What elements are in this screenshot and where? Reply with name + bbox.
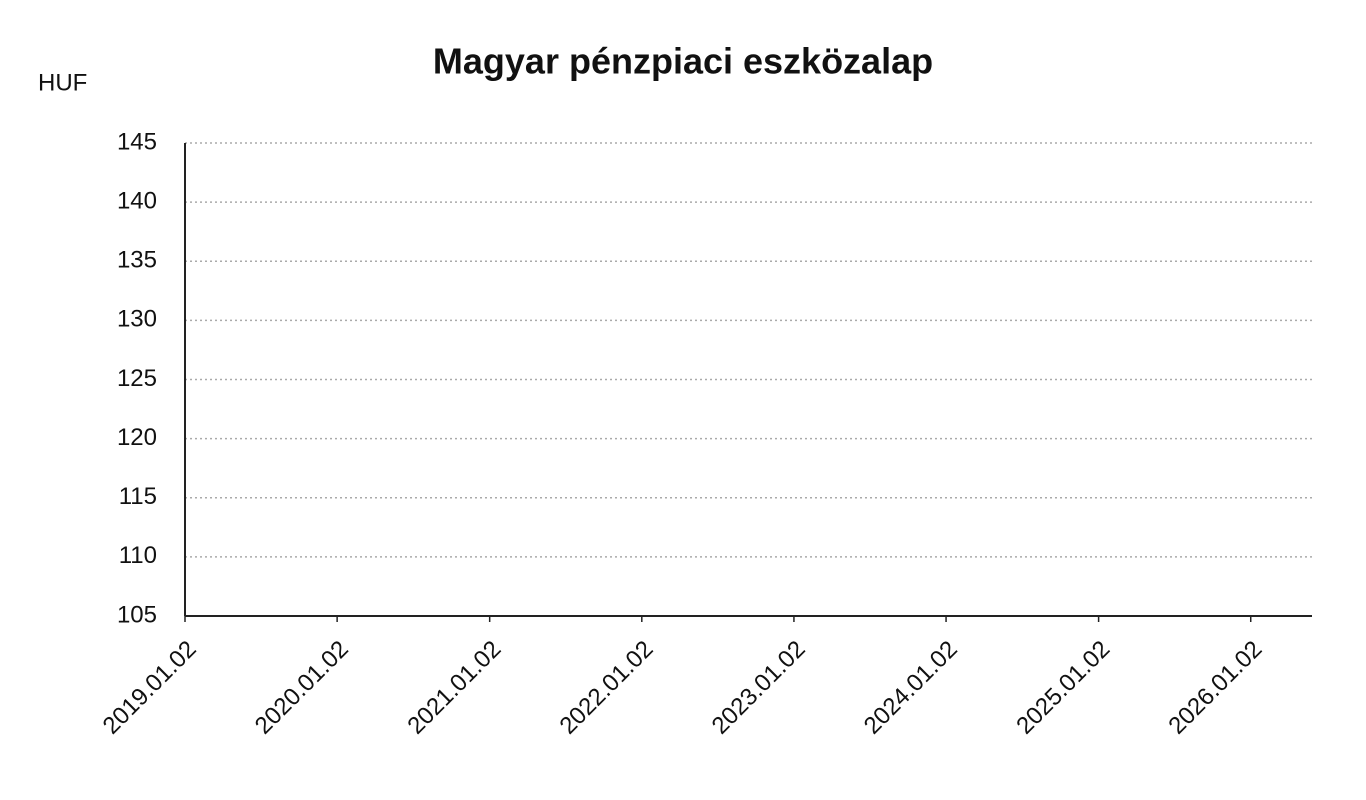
x-tick-label: 2019.01.02: [98, 636, 202, 740]
x-tick-label: 2021.01.02: [402, 636, 506, 740]
y-tick-label: 110: [119, 542, 157, 569]
y-axis-label: HUF: [38, 69, 87, 96]
y-tick-label: 130: [117, 306, 157, 333]
y-tick-label: 120: [117, 424, 157, 451]
x-tick-label: 2022.01.02: [554, 636, 658, 740]
y-tick-label: 145: [117, 128, 157, 155]
y-tick-label: 125: [117, 365, 157, 392]
x-tick-label: 2020.01.02: [250, 636, 354, 740]
y-tick-label: 140: [117, 187, 157, 214]
x-tick-label: 2024.01.02: [859, 636, 963, 740]
x-tick-label: 2025.01.02: [1011, 636, 1115, 740]
y-tick-label: 115: [119, 483, 157, 510]
y-tick-label: 105: [117, 601, 157, 628]
y-tick-label: 135: [117, 247, 157, 274]
x-tick-label: 2023.01.02: [707, 636, 811, 740]
x-tick-label: 2026.01.02: [1163, 636, 1267, 740]
chart-title: Magyar pénzpiaci eszközalap: [433, 41, 933, 82]
